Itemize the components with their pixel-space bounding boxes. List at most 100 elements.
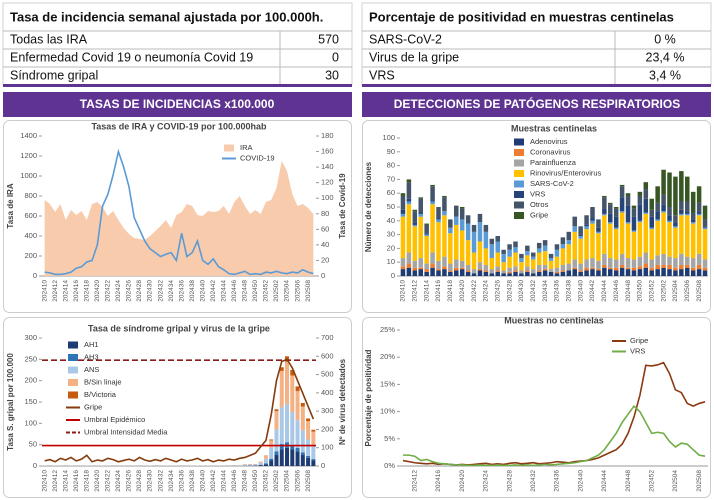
bar-segment <box>554 256 560 268</box>
x-tick-label: 202422 <box>105 470 112 492</box>
table-label: Virus de la gripe <box>369 50 459 64</box>
bar-segment <box>690 191 696 213</box>
bar-segment <box>465 264 471 271</box>
chart-panel <box>362 317 711 498</box>
x-tick-label: 202436 <box>178 470 185 492</box>
bar-segment <box>566 244 572 264</box>
table-label: Todas las IRA <box>10 32 88 46</box>
bar-segment <box>300 430 305 453</box>
x-tick-label: 202440 <box>577 470 584 492</box>
y-tick-label: 250 <box>24 354 37 363</box>
legend-label: Otros <box>530 200 549 209</box>
bar-segment <box>572 269 577 276</box>
banner-text: TASAS DE INCIDENCIAS x100.000 <box>80 97 275 111</box>
bar-segment <box>448 219 453 228</box>
bar-segment <box>477 213 483 223</box>
y2-tick-label: 200 <box>321 424 334 433</box>
bar-segment <box>596 227 601 232</box>
bar-segment <box>649 270 654 276</box>
x-tick-label: 202436 <box>554 470 561 492</box>
bar-segment <box>673 258 678 268</box>
bar-segment <box>418 213 423 217</box>
x-tick-label: 202426 <box>126 470 133 492</box>
bar-segment <box>702 227 708 230</box>
bar-segment <box>406 179 412 183</box>
x-tick-label: 202506 <box>684 280 691 302</box>
bar-segment <box>290 444 295 450</box>
bar-segment <box>274 409 279 412</box>
line <box>402 404 706 467</box>
bar-segment <box>631 270 637 276</box>
bar-segment <box>696 264 702 270</box>
bar-segment <box>625 269 631 276</box>
x-tick-label: 202446 <box>231 470 238 492</box>
bar-segment <box>424 224 429 234</box>
bar-segment <box>631 205 637 209</box>
bar-segment <box>465 270 471 272</box>
x-tick-label: 202508 <box>696 280 703 302</box>
bar-segment <box>566 240 572 245</box>
bar-segment <box>418 267 423 270</box>
x-tick-label: 202444 <box>601 470 608 492</box>
bar-segment <box>531 269 536 274</box>
bar-segment <box>613 216 619 228</box>
bar-segment <box>311 429 316 432</box>
bar-segment <box>495 235 500 242</box>
x-tick-label: 202420 <box>459 280 466 302</box>
x-tick-label: 202412 <box>412 280 419 302</box>
legend-swatch <box>514 191 524 198</box>
bar-segment <box>295 420 300 448</box>
bar-segment <box>311 446 316 460</box>
bar-segment <box>613 227 619 230</box>
bar-segment <box>631 231 637 260</box>
bar-segment <box>454 259 459 268</box>
bar-segment <box>279 444 284 450</box>
legend-swatch <box>514 201 524 209</box>
bar-segment <box>269 460 274 466</box>
bar-segment <box>619 197 625 212</box>
bar-segment <box>596 233 601 261</box>
x-tick-label: 202434 <box>168 280 175 302</box>
bar-segment <box>679 209 684 214</box>
bar-segment <box>448 233 453 264</box>
bar-segment <box>649 209 654 217</box>
x-tick-label: 202416 <box>73 470 80 492</box>
table-value: 0 <box>332 50 339 64</box>
x-tick-label: 202412 <box>52 470 59 492</box>
x-tick-label: 202412 <box>412 470 419 492</box>
bar-segment <box>253 464 258 466</box>
bar-segment <box>696 213 702 216</box>
table-value: 570 <box>318 32 339 46</box>
bar-segment <box>483 231 489 249</box>
bar-segment <box>465 240 471 265</box>
bar-segment <box>501 270 506 274</box>
bar-segment <box>406 201 412 205</box>
bar-segment <box>412 209 418 212</box>
bar-segment <box>542 270 548 276</box>
x-tick-label: 202448 <box>625 280 632 302</box>
bar-segment <box>519 262 524 271</box>
bar-segment <box>625 222 631 224</box>
y-tick-label: 1200 <box>20 151 37 160</box>
table-panel <box>361 2 712 86</box>
bar-segment <box>649 259 654 268</box>
bar-segment <box>560 244 566 249</box>
bar-segment <box>424 223 429 225</box>
bar-segment <box>554 267 560 272</box>
y2-tick-label: 700 <box>321 333 334 342</box>
bar-segment <box>489 258 495 270</box>
table-value: 23,4 % <box>646 50 685 64</box>
table-panel <box>2 2 353 86</box>
bar-segment <box>489 244 495 259</box>
legend-label: AH3 <box>84 352 99 361</box>
bar-segment <box>412 226 418 261</box>
y-tick-label: 90 <box>387 147 395 156</box>
bar-segment <box>285 403 290 443</box>
x-tick-label: 202412 <box>52 280 59 302</box>
y-tick-label: 60 <box>387 188 395 197</box>
bar-segment <box>602 208 607 214</box>
bar-segment <box>608 267 613 270</box>
bar-segment <box>242 464 247 466</box>
bar-segment <box>274 451 279 456</box>
x-tick-label: 202428 <box>506 470 513 492</box>
